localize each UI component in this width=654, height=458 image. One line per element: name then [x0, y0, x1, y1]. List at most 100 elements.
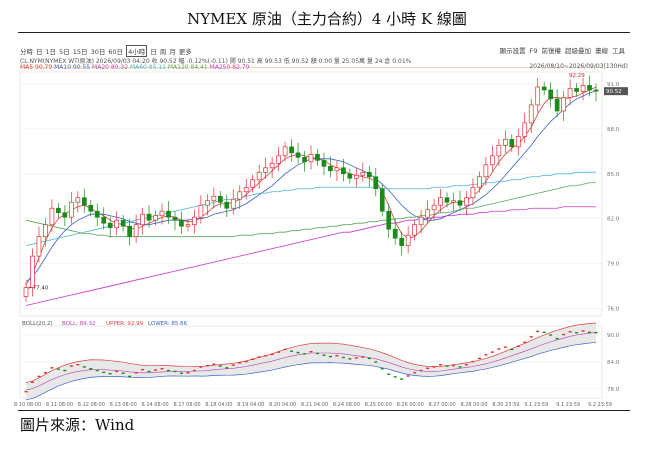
candle-body [535, 86, 541, 106]
candle-body [289, 146, 294, 154]
candle-body [230, 198, 236, 209]
candle-body [392, 228, 398, 239]
candle-body [444, 197, 450, 203]
title-rule-top [18, 32, 630, 33]
candle-body [315, 153, 320, 161]
candle-body [353, 174, 359, 179]
candle-body [36, 236, 42, 257]
ma250-value: MA250 82.79 [209, 64, 250, 71]
candle-body [587, 85, 592, 91]
toolbar-tool-5[interactable]: 工具 [612, 47, 625, 55]
toolbar: 分時日 1日 5日 15日 30日 60日 4小時日周月更多 顯示設置 F9 前復權 超級疊加 畫線… [20, 45, 625, 57]
candle-body [483, 164, 489, 178]
x-tick-label-12: 8.26 00:00 [397, 402, 424, 408]
candle-body [243, 186, 249, 193]
toolbar-tool-1[interactable]: F9 [529, 47, 538, 55]
candle-body [321, 159, 327, 167]
candle-body [548, 89, 554, 100]
candle-body [146, 213, 152, 221]
period-tab-3[interactable]: 5日 [59, 48, 70, 56]
candle-body [379, 188, 385, 212]
boll-value: BOLL: 89.32 [62, 321, 95, 327]
ma60-line [25, 171, 597, 247]
candle-body [127, 225, 132, 238]
ma250-line [25, 206, 597, 306]
candle-body [341, 167, 346, 175]
boll-lower-line [25, 342, 597, 401]
period-tab-11[interactable]: 更多 [178, 48, 192, 56]
candle-body [56, 207, 61, 214]
period-tab-8[interactable]: 日 [150, 48, 157, 56]
candle-body [166, 210, 171, 218]
candle-body [386, 210, 392, 230]
candle-body [237, 191, 243, 200]
candle-body [522, 122, 528, 137]
candle-body [133, 224, 139, 238]
candle-body [81, 197, 87, 206]
candle-body [405, 234, 411, 246]
candle-body [373, 176, 379, 190]
x-tick-label-16: 9.1 23:59 [524, 402, 548, 408]
candle-body [140, 213, 145, 226]
toolbar-tool-4[interactable]: 畫線 [595, 47, 608, 55]
candle-body [269, 162, 275, 169]
x-tick-label-13: 8.27 00:00 [429, 402, 456, 408]
date-range: 2026/08/10~2026/09/03(130Hd) [529, 63, 628, 70]
candle-body [302, 156, 307, 163]
toolbar-tools: 顯示設置 F9 前復權 超級疊加 畫線 工具 [496, 45, 625, 55]
period-tabs: 分時日 1日 5日 15日 30日 60日 4小時日周月更多 [20, 45, 195, 57]
candle-body [438, 197, 443, 206]
candle-body [567, 88, 573, 98]
boll-upper-line [25, 322, 597, 384]
x-tick-label-14: 8.28 00:00 [460, 402, 487, 408]
candle-body [107, 222, 113, 229]
candle-body [263, 167, 269, 173]
candle-body [224, 201, 230, 209]
period-tab-1[interactable]: 日 [36, 48, 43, 56]
period-tab-7[interactable]: 4小時 [126, 45, 148, 57]
candle-body [580, 85, 586, 92]
x-tick-label-6: 8.18 04:00 [205, 402, 232, 408]
period-tab-0[interactable]: 分時 [20, 48, 33, 56]
candle-body [366, 171, 372, 178]
candle-body [490, 155, 495, 166]
y-tick-label-2: 85.0 [607, 172, 620, 178]
quote-info: CL.NYM(NYMEX WTI原油) 2026/09/03 04:20 收 9… [20, 58, 412, 65]
period-tab-9[interactable]: 周 [159, 48, 167, 56]
period-tab-4[interactable]: 15日 [72, 48, 88, 56]
candle-body [502, 139, 508, 146]
candle-body [554, 98, 560, 112]
boll-lower: LOWER: 85.66 [148, 321, 188, 327]
candle-body [593, 89, 599, 92]
candle-body [282, 146, 288, 157]
ma10-line [25, 90, 597, 282]
toolbar-tool-2[interactable]: 前復權 [541, 47, 562, 55]
y-tick-label-4: 79.0 [607, 262, 620, 268]
ma10-value: MA10 90.55 [54, 64, 91, 71]
toolbar-tool-3[interactable]: 超級疊加 [565, 47, 591, 55]
period-tab-6[interactable]: 60日 [108, 48, 124, 56]
x-tick-label-9: 8.21 04:00 [301, 402, 328, 408]
x-tick-label-5: 8.17 08:00 [173, 402, 200, 408]
candle-body [574, 88, 579, 92]
candle-body [43, 224, 48, 238]
x-tick-label-10: 8.24 08:00 [333, 402, 360, 408]
y-tick-label-3: 82.0 [607, 217, 620, 223]
period-tab-5[interactable]: 30日 [90, 48, 106, 56]
ma5-value: MA5 90.79 [20, 64, 53, 71]
candle-body [94, 210, 100, 218]
candle-body [470, 186, 476, 199]
candle-body [256, 171, 262, 181]
candle-body [528, 104, 534, 124]
candle-body [431, 204, 437, 211]
period-tab-2[interactable]: 1日 [45, 48, 57, 56]
candle-body [425, 209, 430, 218]
toolbar-tool-0[interactable]: 顯示設置 [499, 47, 526, 55]
candle-body [68, 201, 74, 218]
period-tab-10[interactable]: 月 [169, 48, 176, 56]
x-tick-label-11: 8.25 00:00 [365, 402, 392, 408]
candle-body [412, 224, 417, 236]
x-tick-label-15: 8.30 23:59 [492, 402, 519, 408]
candle-body [88, 204, 94, 212]
candle-body [23, 287, 29, 297]
